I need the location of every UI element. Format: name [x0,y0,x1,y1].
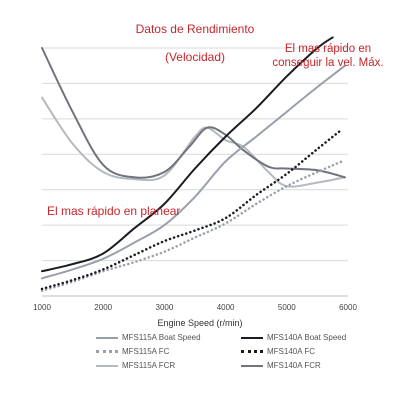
series-layer [40,36,346,292]
x-tick-label: 6000 [339,303,357,312]
legend-swatch [241,364,263,367]
legend-item: MFS115A FCR [96,361,175,370]
legend-item: MFS115A Boat Speed [96,333,201,342]
x-tick-label: 2000 [94,303,112,312]
legend-label: MFS115A FC [122,347,170,356]
legend-swatch [96,350,118,354]
series-line-mfs140a-fc [40,128,344,291]
chart-subtitle: (Velocidad) [164,50,226,64]
legend-swatch [96,336,118,339]
legend-label: MFS115A Boat Speed [122,333,201,342]
grid-lines [42,47,348,262]
legend-swatch [241,350,263,354]
legend-label: MFS140A FCR [267,361,321,370]
series-line-mfs115a-boat-speed [41,64,346,280]
x-tick-label: 4000 [217,303,235,312]
legend-label: MFS140A FC [267,347,316,356]
x-tick-label: 1000 [33,303,51,312]
x-tick-label: 3000 [156,303,174,312]
annotation-planing: El mas rápido en planear [47,204,181,218]
series-line-mfs140a-fcr [41,47,346,179]
legend-swatch [241,336,263,339]
x-axis-label: Engine Speed (r/min) [157,318,243,328]
chart-title: Datos de Rendimiento [135,22,255,36]
legend-label: MFS140A Boat Speed [267,333,347,342]
x-tick-label: 5000 [278,303,296,312]
legend-item: MFS140A FCR [241,361,321,370]
legend-item: MFS115A FC [96,347,169,356]
x-axis: 1000 2000 3000 4000 5000 6000 [33,295,357,312]
legend-label: MFS115A FCR [122,361,176,370]
legend-item: MFS140A FC [241,347,315,356]
legend-item: MFS140A Boat Speed [241,333,346,342]
series-line-mfs115a-fc [40,160,344,292]
annotation-max-speed: El mas rápido en conseguir la vel. Máx. [272,43,384,69]
series-line-mfs140a-boat-speed [41,36,334,273]
legend-swatch [96,364,118,367]
